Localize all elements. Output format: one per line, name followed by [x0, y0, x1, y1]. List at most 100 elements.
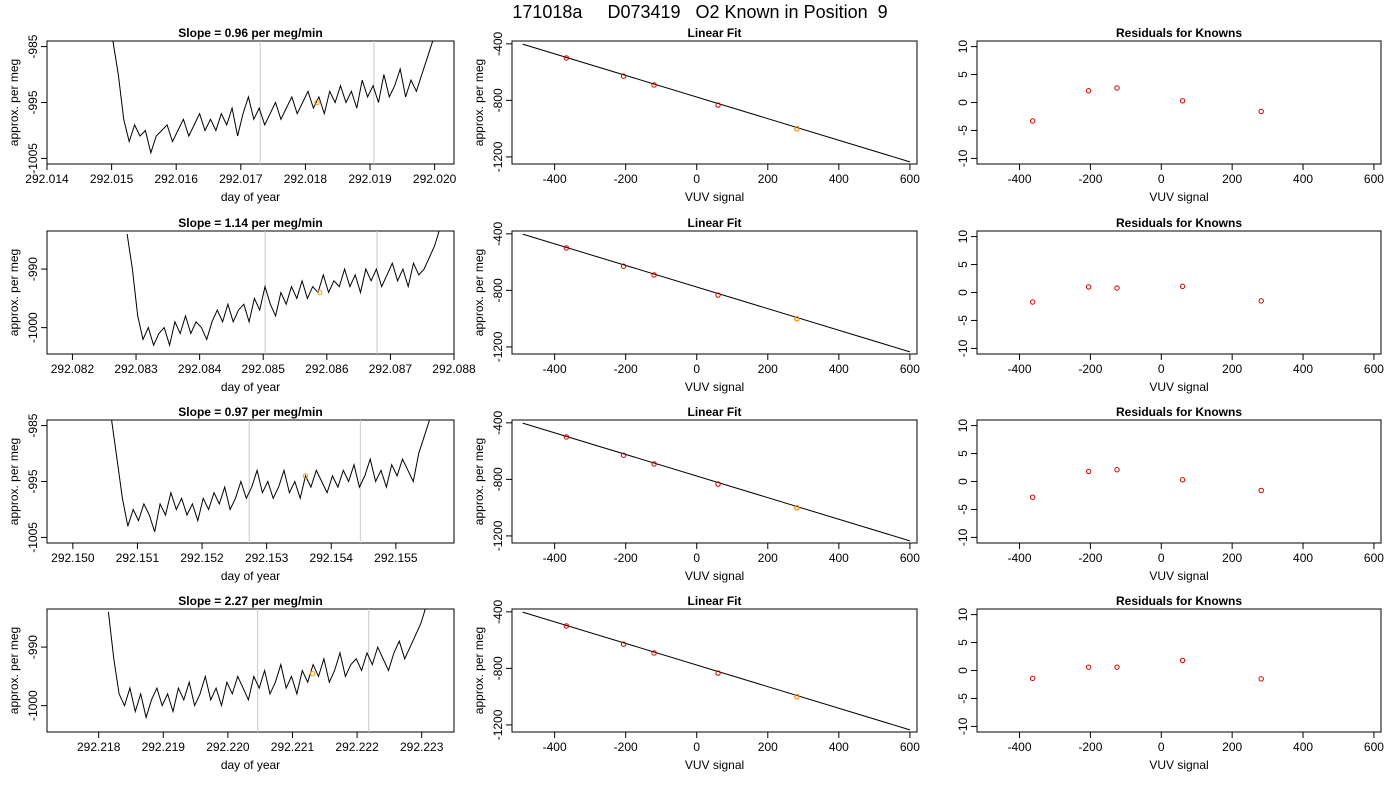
chart-7-x-tick-label: 600 — [900, 551, 920, 565]
chart-8-y-tick-label: -10 — [956, 528, 970, 546]
chart-11-y-tick-label: 10 — [956, 608, 970, 622]
chart-9-plot-area — [107, 609, 426, 732]
chart-8-y-tick-label: 10 — [956, 419, 970, 433]
chart-6-panel: Slope = 0.97 per meg/min 292.150 292.151 29… — [7, 405, 455, 583]
chart-1-y-axis-label: approx. per meg — [472, 59, 486, 146]
chart-0-y-tick-label: -985 — [26, 34, 40, 58]
chart-11-x-tick-label: 400 — [1293, 740, 1313, 754]
chart-7-y-tick-label: -800 — [491, 467, 505, 491]
chart-10-fit-line — [522, 611, 911, 731]
chart-3-x-tick-label: 292.084 — [178, 362, 222, 376]
chart-1-x-tick-label: 400 — [829, 172, 849, 186]
chart-5-plot-frame — [976, 230, 1382, 355]
chart-4-x-tick-label: -200 — [614, 362, 638, 376]
chart-7-x-tick-label: 200 — [758, 551, 778, 565]
chart-4-plot-area — [522, 233, 911, 353]
chart-8-x-tick-label: -400 — [1008, 551, 1032, 565]
chart-6-x-tick-label: 292.150 — [51, 551, 95, 565]
chart-8-data-point — [1258, 487, 1264, 494]
chart-6-plot-frame — [46, 419, 455, 544]
chart-11-data-point — [1114, 664, 1120, 670]
chart-2-data-point — [1029, 118, 1036, 124]
chart-5-y-tick-label: 5 — [956, 261, 970, 268]
chart-1-y-tick-label: -800 — [491, 88, 505, 112]
chart-2-y-tick-label: -5 — [956, 125, 970, 136]
chart-10-x-axis-label: VUV signal — [685, 758, 744, 772]
chart-7-highlight-point — [794, 505, 800, 511]
chart-0-y-axis-label: approx. per meg — [7, 59, 21, 146]
chart-11-y-tick-label: 5 — [956, 639, 970, 646]
chart-4-plot-frame — [511, 230, 918, 355]
chart-10-data-point — [563, 623, 570, 629]
chart-1-data-point — [620, 73, 627, 79]
chart-5-y-tick-label: -5 — [956, 315, 970, 326]
chart-3-y-axis-label: approx. per meg — [7, 249, 21, 336]
chart-10-x-tick-label: 0 — [693, 740, 700, 754]
chart-0-panel: Slope = 0.96 per meg/min 292.014 292.015 29… — [7, 26, 457, 204]
chart-4-y-tick-label: -1200 — [491, 331, 505, 362]
chart-11-y-tick-label: 0 — [956, 667, 970, 674]
chart-4-data-point — [715, 292, 721, 298]
chart-11-x-tick-label: 200 — [1222, 740, 1242, 754]
chart-2-y-tick-label: 5 — [956, 71, 970, 78]
chart-5-y-tick-label: 0 — [956, 289, 970, 296]
chart-8-y-tick-label: -5 — [956, 504, 970, 515]
chart-7-x-tick-label: -200 — [614, 551, 638, 565]
chart-10-y-tick-label: -400 — [491, 599, 505, 623]
chart-5-data-point — [1258, 298, 1264, 304]
chart-3-y-tick-label: -990 — [26, 257, 40, 281]
chart-11-x-axis-label: VUV signal — [1149, 758, 1208, 772]
chart-2-plot-area — [1029, 85, 1264, 124]
chart-0-title: Slope = 0.96 per meg/min — [178, 26, 322, 40]
chart-8-x-tick-label: 0 — [1158, 551, 1165, 565]
chart-8-x-tick-label: 600 — [1364, 551, 1384, 565]
chart-6-y-tick-label: -1005 — [26, 522, 40, 553]
chart-9-panel: Slope = 2.27 per meg/min 292.218 292.219 29… — [7, 594, 455, 772]
chart-11-plot-area — [1029, 657, 1264, 682]
chart-5-data-point — [1085, 284, 1092, 290]
chart-6-y-tick-label: -985 — [26, 413, 40, 437]
chart-0-x-tick-label: 292.018 — [284, 172, 328, 186]
chart-7-x-tick-label: 400 — [829, 551, 849, 565]
chart-4-x-tick-label: 0 — [693, 362, 700, 376]
chart-1-data-point — [563, 55, 570, 61]
chart-1-x-tick-label: 600 — [900, 172, 920, 186]
chart-2-x-tick-label: 200 — [1222, 172, 1242, 186]
chart-4-y-tick-label: -400 — [491, 221, 505, 245]
chart-5-y-tick-label: 10 — [956, 230, 970, 244]
chart-5-x-tick-label: -200 — [1078, 362, 1102, 376]
chart-8-x-tick-label: 200 — [1222, 551, 1242, 565]
chart-1-plot-area — [522, 43, 911, 163]
page-title: 171018a D073419 O2 Known in Position 9 — [512, 2, 888, 22]
chart-10-data-point — [651, 650, 657, 656]
chart-5-x-tick-label: -400 — [1008, 362, 1032, 376]
chart-10-x-tick-label: -400 — [543, 740, 567, 754]
chart-1-x-tick-label: 0 — [693, 172, 700, 186]
chart-0-x-tick-label: 292.014 — [25, 172, 69, 186]
chart-2-title: Residuals for Knowns — [1116, 26, 1242, 40]
chart-11-x-tick-label: -400 — [1008, 740, 1032, 754]
chart-11-data-point — [1258, 676, 1264, 682]
chart-2-y-tick-label: 0 — [956, 99, 970, 106]
chart-8-x-tick-label: 400 — [1293, 551, 1313, 565]
chart-3-title: Slope = 1.14 per meg/min — [178, 216, 322, 230]
chart-1-panel: Linear Fit -400 -200 0 200 400 600 -1200 -800 -40… — [472, 26, 920, 204]
chart-2-x-tick-label: 400 — [1293, 172, 1313, 186]
chart-8-data-point — [1114, 467, 1120, 473]
chart-3-plot-frame — [46, 230, 455, 355]
chart-2-x-tick-label: -400 — [1008, 172, 1032, 186]
chart-4-y-tick-label: -800 — [491, 278, 505, 302]
chart-9-x-tick-label: 292.218 — [77, 740, 121, 754]
chart-11-y-tick-label: -5 — [956, 693, 970, 704]
chart-9-trace-line — [107, 609, 426, 720]
chart-4-x-tick-label: 200 — [758, 362, 778, 376]
chart-10-y-tick-label: -800 — [491, 656, 505, 680]
chart-3-y-tick-label: -1000 — [26, 312, 40, 343]
chart-10-data-point — [715, 670, 721, 676]
chart-3-x-tick-label: 292.087 — [369, 362, 413, 376]
chart-6-trace-line — [111, 420, 430, 532]
chart-4-x-tick-label: -400 — [543, 362, 567, 376]
chart-6-x-tick-label: 292.155 — [374, 551, 418, 565]
chart-3-panel: Slope = 1.14 per meg/min 292.082 292.083 29… — [7, 216, 476, 394]
